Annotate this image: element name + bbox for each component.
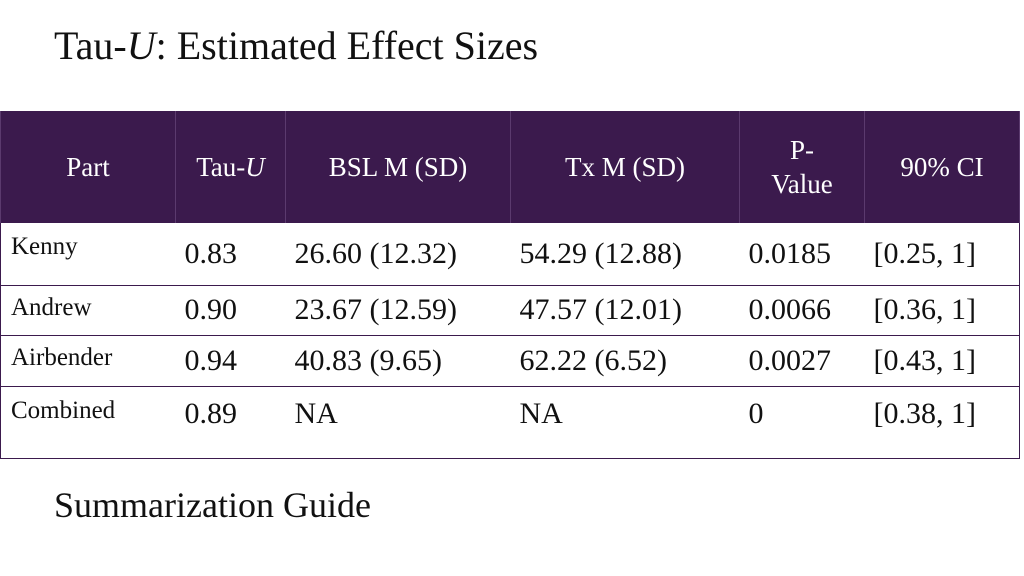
cell-ci: [0.43, 1] [864, 335, 1020, 387]
table-row: Kenny 0.83 26.60 (12.32) 54.29 (12.88) 0… [0, 223, 1020, 286]
cell-bsl: NA [285, 386, 511, 459]
cell-tau: 0.83 [175, 223, 286, 286]
cell-tx: NA [510, 386, 740, 459]
cell-part: Andrew [0, 285, 176, 336]
cell-p: 0.0066 [739, 285, 865, 336]
cell-part: Combined [0, 386, 176, 459]
table-row: Combined 0.89 NA NA 0 [0.38, 1] [0, 386, 1020, 459]
header-p-line2: Value [771, 169, 833, 199]
header-tau-italic: U [245, 152, 265, 182]
cell-bsl: 40.83 (9.65) [285, 335, 511, 387]
header-tau-prefix: Tau- [196, 152, 246, 182]
cell-part: Airbender [0, 335, 176, 387]
title-prefix: Tau- [54, 23, 127, 68]
cell-part: Kenny [0, 223, 176, 286]
cell-tx: 62.22 (6.52) [510, 335, 740, 387]
header-ci: 90% CI [864, 111, 1020, 223]
slide-title: Tau-U: Estimated Effect Sizes [54, 20, 538, 72]
cell-tx: 54.29 (12.88) [510, 223, 740, 286]
cell-tau: 0.94 [175, 335, 286, 387]
header-p-line1: P- [789, 135, 814, 165]
cell-p: 0.0027 [739, 335, 865, 387]
title-italic-u: U [126, 23, 156, 68]
title-suffix: : Estimated Effect Sizes [155, 23, 539, 68]
cell-ci: [0.38, 1] [864, 386, 1020, 459]
cell-ci: [0.25, 1] [864, 223, 1020, 286]
table-row: Andrew 0.90 23.67 (12.59) 47.57 (12.01) … [0, 285, 1020, 336]
summarization-guide-heading: Summarization Guide [54, 485, 371, 525]
cell-tau: 0.89 [175, 386, 286, 459]
table-header-row: Part Tau-U BSL M (SD) Tx M (SD) P- Value … [0, 111, 1020, 223]
cell-bsl: 26.60 (12.32) [285, 223, 511, 286]
header-tau-u: Tau-U [175, 111, 286, 223]
header-part: Part [0, 111, 176, 223]
cell-p: 0.0185 [739, 223, 865, 286]
table-row: Airbender 0.94 40.83 (9.65) 62.22 (6.52)… [0, 335, 1020, 387]
header-bsl: BSL M (SD) [285, 111, 511, 223]
effect-size-table: Part Tau-U BSL M (SD) Tx M (SD) P- Value … [0, 111, 1020, 459]
cell-ci: [0.36, 1] [864, 285, 1020, 336]
cell-tau: 0.90 [175, 285, 286, 336]
cell-tx: 47.57 (12.01) [510, 285, 740, 336]
cell-p: 0 [739, 386, 865, 459]
header-tx: Tx M (SD) [510, 111, 740, 223]
header-p-value: P- Value [739, 111, 865, 223]
cell-bsl: 23.67 (12.59) [285, 285, 511, 336]
